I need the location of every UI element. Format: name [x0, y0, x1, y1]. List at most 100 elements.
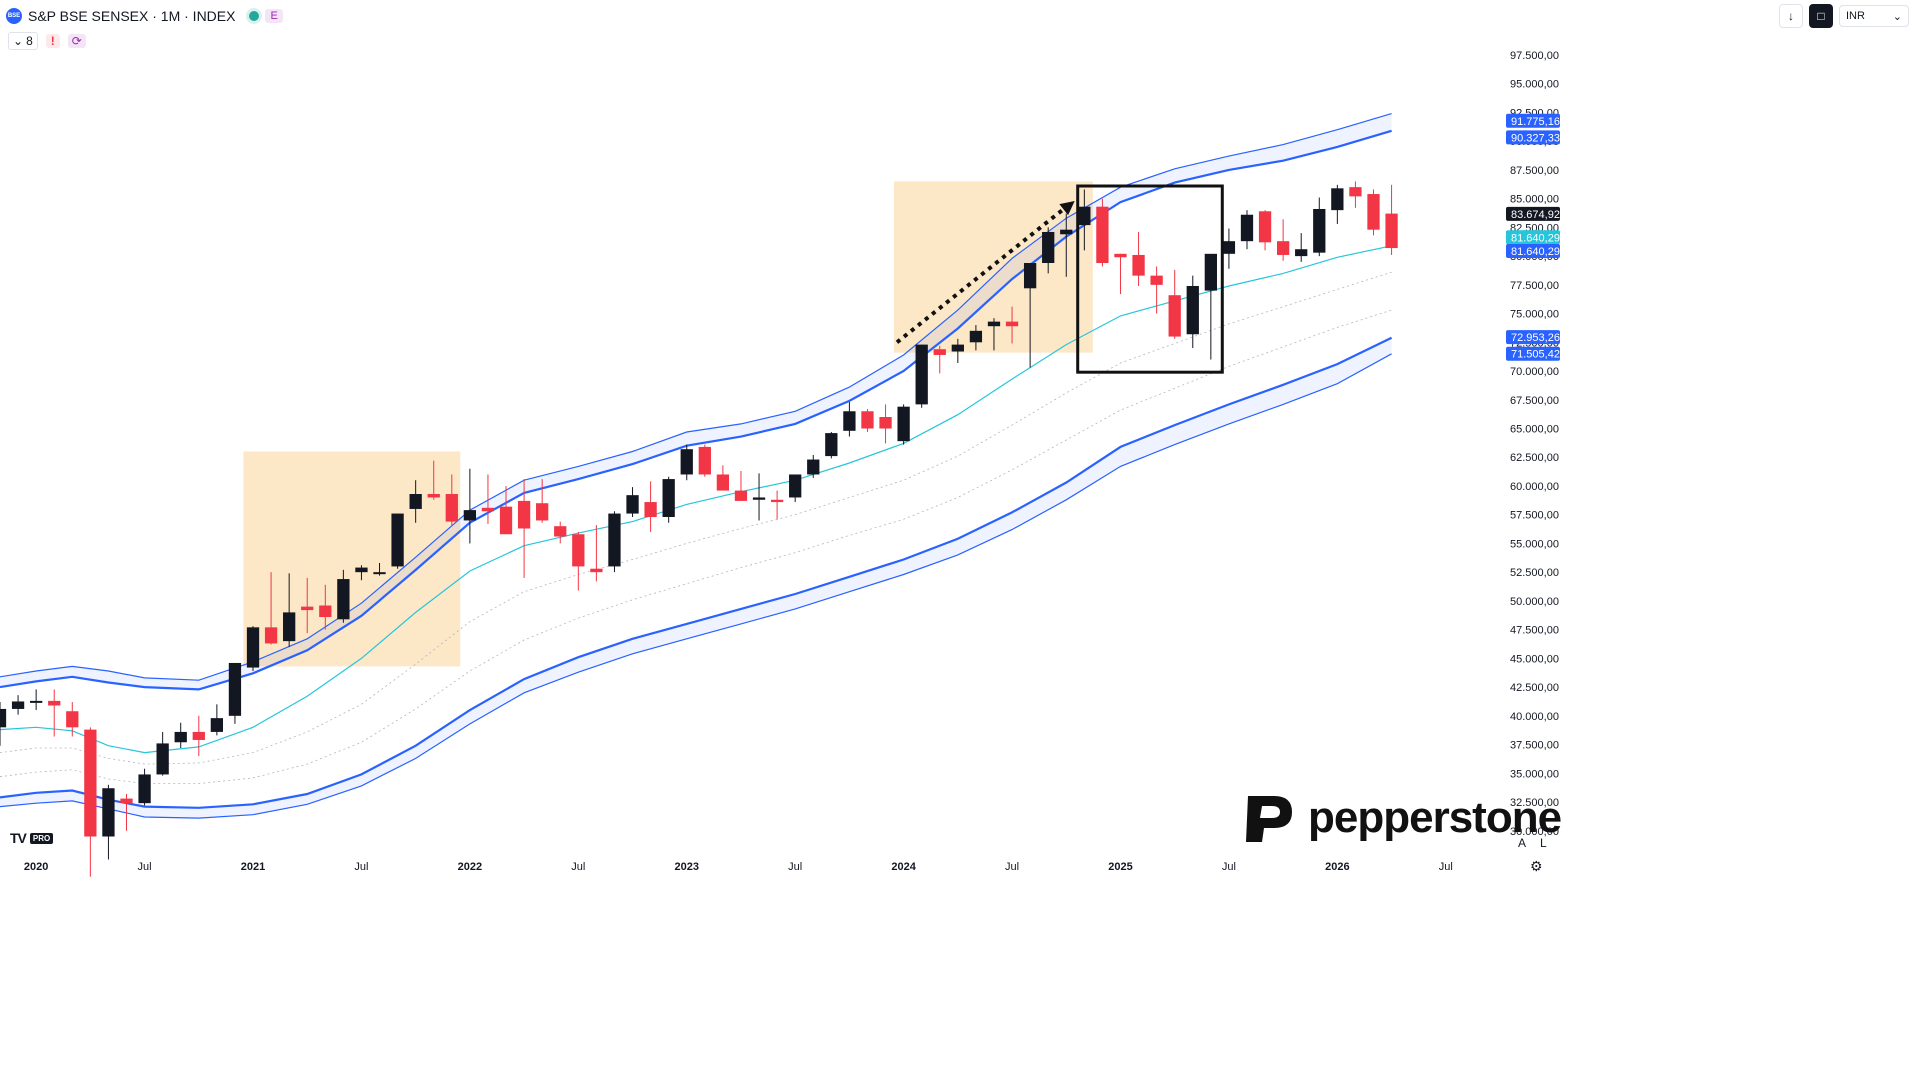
y-tick-label: 70.000,00	[1510, 366, 1559, 378]
tradingview-icon: TV	[10, 830, 27, 846]
candle-body	[1023, 263, 1037, 289]
band-line-0	[0, 113, 1392, 681]
log-scale-button[interactable]: L	[1540, 836, 1547, 850]
arrow-head	[1059, 200, 1075, 216]
y-tick-label: 40.000,00	[1510, 711, 1559, 723]
candle-body	[1096, 206, 1109, 264]
arrow-down-icon[interactable]: ↓	[1779, 4, 1803, 28]
price-tag	[1506, 130, 1560, 145]
y-tick-label: 67.500,00	[1510, 395, 1559, 407]
time-axis[interactable]: 2020 Jul 2021 Jul 2022 Jul 2023 Jul 2024 Jul 2025 J…	[24, 861, 1453, 873]
price-tag	[1506, 206, 1560, 221]
candle-body	[987, 321, 1001, 327]
currency-select[interactable]: INR ⌄	[1839, 5, 1909, 27]
x-tick-label: 2025	[1108, 861, 1132, 873]
y-tick-label: 97.500,00	[1510, 50, 1559, 62]
candle-body	[409, 494, 422, 509]
price-tags: 91.775,16 90.327,33 83.674,92 81.640,29 81.6…	[1506, 113, 1560, 361]
candle-body	[1349, 187, 1362, 197]
candle-body	[1060, 229, 1073, 235]
candle-body	[1078, 206, 1091, 226]
y-tick-label: 77.500,00	[1510, 280, 1559, 292]
candlestick-series	[0, 181, 1398, 877]
candle-body	[662, 479, 675, 518]
gear-icon[interactable]: ⚙	[1530, 858, 1543, 874]
y-tick-label: 47.500,00	[1510, 625, 1559, 637]
band-line-4	[0, 309, 1392, 784]
indicator-bar: ⌄ 8 ! ⟳	[8, 32, 86, 50]
candle-body	[1313, 208, 1326, 253]
price-tag-label: 71.505,42	[1511, 349, 1560, 361]
price-tag	[1506, 346, 1560, 361]
y-tick-label: 35.000,00	[1510, 768, 1559, 780]
x-tick-label: 2026	[1325, 861, 1349, 873]
band-line-6	[0, 353, 1392, 819]
pepperstone-logo: pepperstone	[1240, 790, 1562, 846]
candle-body	[1367, 194, 1380, 230]
drawing-annotations[interactable]	[895, 184, 1224, 374]
candle-body	[789, 474, 802, 498]
x-tick-label: Jul	[138, 861, 152, 873]
bse-logo-icon: BSE	[6, 8, 22, 24]
candle-body	[66, 711, 79, 728]
symbol-title[interactable]: S&P BSE SENSEX · 1M · INDEX	[28, 8, 236, 24]
band-line-3	[0, 271, 1392, 765]
indicator-bands	[0, 113, 1393, 819]
y-tick-label: 85.000,00	[1510, 194, 1559, 206]
price-tag	[1506, 330, 1560, 345]
price-tag	[1506, 113, 1560, 128]
candle-body	[1240, 214, 1254, 242]
x-tick-label: 2023	[675, 861, 699, 873]
candle-body	[1258, 211, 1272, 243]
candle-body	[734, 490, 748, 501]
pepperstone-p-icon	[1246, 796, 1292, 842]
candle-body	[319, 605, 332, 617]
y-tick-label: 87.500,00	[1510, 165, 1559, 177]
exchange-badge[interactable]: E	[265, 9, 283, 23]
pro-badge: PRO	[29, 832, 54, 844]
candle-body	[48, 700, 61, 706]
x-tick-label: 2020	[24, 861, 48, 873]
y-tick-label: 60.000,00	[1510, 481, 1559, 493]
candle-body	[897, 406, 910, 442]
price-axis[interactable]: 30.000,00 32.500,00 35.000,00 37.500,00 40.0…	[1510, 50, 1559, 838]
y-tick-label: 95.000,00	[1510, 79, 1559, 91]
candle-body	[210, 718, 224, 732]
x-tick-label: 2022	[458, 861, 482, 873]
candle-body	[373, 572, 386, 575]
candle-body	[463, 510, 477, 521]
candle-body	[481, 507, 495, 512]
candle-body	[1114, 253, 1127, 258]
refresh-icon[interactable]: ⟳	[67, 34, 86, 48]
candle-body	[355, 567, 368, 573]
candle-body	[608, 513, 621, 567]
candle-body	[933, 349, 946, 355]
x-tick-label: Jul	[1005, 861, 1019, 873]
top-right-controls: ↓ □ INR ⌄	[1779, 4, 1909, 28]
candle-body	[680, 449, 693, 475]
candle-body	[246, 627, 260, 668]
upper-band-fill	[0, 113, 1392, 690]
fullscreen-icon[interactable]: □	[1809, 4, 1833, 28]
indicators-toggle[interactable]: ⌄ 8	[8, 32, 38, 50]
candle-body	[554, 526, 567, 537]
x-tick-label: 2024	[891, 861, 916, 873]
candle-body	[1042, 231, 1055, 264]
y-tick-label: 57.500,00	[1510, 510, 1559, 522]
candle-body	[283, 612, 296, 642]
price-tag	[1506, 230, 1560, 245]
chevron-down-icon: ⌄	[13, 34, 24, 48]
y-tick-label: 55.000,00	[1510, 538, 1559, 550]
y-tick-label: 45.000,00	[1510, 653, 1559, 665]
candle-body	[1222, 241, 1236, 254]
auto-scale-button[interactable]: A	[1518, 836, 1527, 850]
rectangle-drawing	[1076, 184, 1224, 374]
alert-badge[interactable]: !	[45, 34, 60, 48]
candle-body	[337, 579, 350, 620]
lower-band-fill	[0, 337, 1392, 819]
candle-body	[843, 411, 856, 431]
candle-body	[1204, 253, 1217, 291]
candle-body	[391, 513, 404, 567]
currency-value: INR	[1846, 10, 1865, 22]
